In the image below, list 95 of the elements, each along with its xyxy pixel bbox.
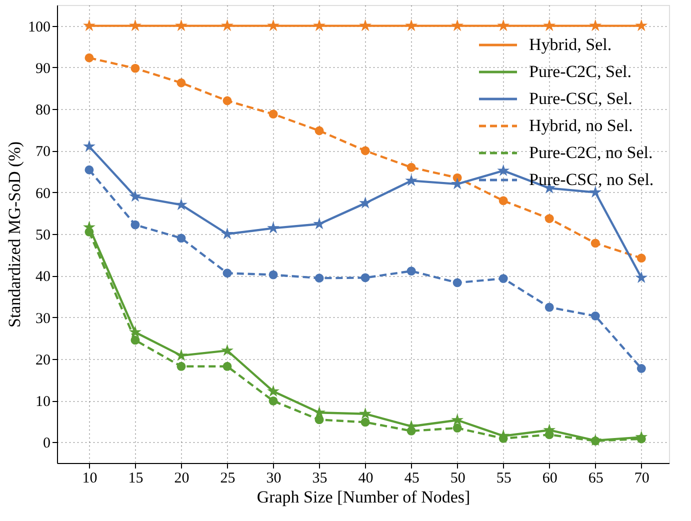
- legend-label: Pure-CSC, Sel.: [529, 89, 632, 108]
- legend-label: Pure-CSC, no Sel.: [529, 170, 654, 189]
- point: [544, 214, 554, 224]
- point: [498, 196, 508, 206]
- point: [83, 140, 96, 152]
- point: [314, 274, 324, 283]
- point: [636, 254, 646, 263]
- point: [175, 19, 188, 32]
- point: [360, 146, 370, 156]
- point: [221, 19, 234, 32]
- point: [405, 19, 418, 32]
- x-tick-label: 50: [450, 470, 466, 486]
- point: [267, 222, 280, 234]
- point: [359, 196, 372, 208]
- point: [406, 266, 416, 276]
- legend-label: Pure-C2C, Sel.: [529, 62, 632, 81]
- point: [221, 344, 234, 356]
- x-tick-label: 10: [82, 470, 98, 486]
- point: [175, 198, 188, 210]
- point: [360, 418, 370, 427]
- point: [635, 430, 648, 442]
- point: [176, 234, 186, 243]
- x-tick-label: 60: [542, 470, 558, 486]
- y-axis-title: Standardized MG-SoD (%): [5, 141, 24, 328]
- point: [636, 364, 646, 373]
- x-tick-label: 20: [174, 470, 190, 486]
- point: [406, 162, 416, 172]
- point: [314, 415, 324, 424]
- point: [498, 274, 508, 284]
- y-tick-label: 30: [36, 310, 50, 327]
- point: [222, 362, 232, 371]
- point: [359, 19, 372, 32]
- point: [313, 217, 326, 230]
- point: [635, 19, 648, 32]
- point: [268, 110, 278, 119]
- y-tick-label: 10: [36, 394, 50, 410]
- x-tick-label: 55: [496, 470, 512, 486]
- point: [83, 19, 96, 32]
- point: [314, 126, 324, 136]
- y-tick-label: 50: [36, 228, 50, 244]
- point: [267, 19, 280, 32]
- point: [589, 19, 602, 32]
- point: [359, 407, 372, 420]
- x-tick-label: 45: [404, 470, 420, 486]
- point: [635, 271, 648, 283]
- x-tick-label: 35: [312, 470, 328, 486]
- point: [84, 53, 94, 62]
- point: [497, 164, 510, 176]
- point: [451, 19, 464, 32]
- point: [543, 19, 556, 32]
- point: [451, 414, 464, 426]
- legend-label: Hybrid, Sel.: [529, 35, 612, 54]
- point: [268, 396, 278, 406]
- point: [313, 19, 326, 32]
- y-tick-label: 0: [43, 436, 50, 452]
- point: [452, 424, 462, 432]
- y-tick-label: 20: [36, 352, 50, 368]
- point: [130, 64, 140, 73]
- point: [222, 268, 232, 278]
- legend-label: Pure-C2C, no Sel.: [529, 143, 653, 162]
- x-axis-title: Graph Size [Number of Nodes]: [256, 488, 470, 506]
- point: [405, 174, 418, 186]
- x-tick-label: 65: [588, 470, 604, 486]
- point: [130, 336, 140, 345]
- point: [176, 362, 186, 371]
- y-tick-label: 60: [36, 186, 50, 202]
- point: [544, 302, 554, 312]
- point: [497, 19, 510, 32]
- point: [452, 278, 462, 288]
- point: [175, 349, 188, 361]
- y-tick-label: 70: [36, 144, 50, 160]
- point: [129, 19, 142, 32]
- point: [176, 78, 186, 88]
- x-tick-label: 15: [128, 470, 144, 486]
- point: [267, 384, 280, 397]
- point: [222, 96, 232, 106]
- y-tick-label: 100: [28, 19, 50, 36]
- point: [590, 238, 600, 248]
- point: [84, 165, 94, 174]
- x-tick-label: 30: [266, 470, 282, 486]
- legend-label: Hybrid, no Sel.: [529, 116, 633, 135]
- y-tick-label: 40: [36, 269, 50, 286]
- point: [129, 190, 142, 202]
- point: [268, 270, 278, 280]
- y-tick-label: 80: [36, 102, 50, 119]
- point: [313, 406, 326, 418]
- point: [590, 312, 600, 320]
- point: [129, 326, 142, 338]
- x-tick-label: 70: [634, 470, 650, 486]
- x-tick-label: 40: [358, 470, 374, 486]
- point: [130, 220, 140, 230]
- point: [221, 227, 234, 240]
- point: [360, 273, 370, 282]
- y-tick-label: 90: [36, 60, 50, 77]
- x-tick-label: 25: [220, 470, 236, 486]
